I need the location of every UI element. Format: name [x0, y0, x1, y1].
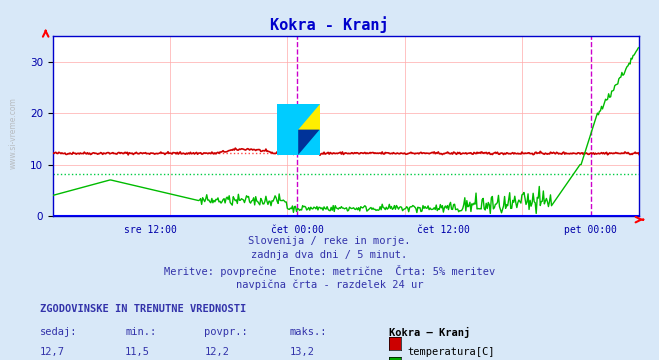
Text: sedaj:: sedaj:: [40, 327, 77, 337]
Text: povpr.:: povpr.:: [204, 327, 248, 337]
Text: Meritve: povprečne  Enote: metrične  Črta: 5% meritev: Meritve: povprečne Enote: metrične Črta:…: [164, 265, 495, 276]
Text: pet 00:00: pet 00:00: [564, 225, 617, 235]
Text: maks.:: maks.:: [290, 327, 328, 337]
Text: 12,2: 12,2: [204, 347, 229, 357]
Text: 13,2: 13,2: [290, 347, 315, 357]
Text: Kokra – Kranj: Kokra – Kranj: [389, 327, 470, 338]
Text: navpična črta - razdelek 24 ur: navpična črta - razdelek 24 ur: [236, 279, 423, 289]
Text: min.:: min.:: [125, 327, 156, 337]
Text: www.si-vreme.com: www.si-vreme.com: [9, 97, 18, 169]
Text: čet 12:00: čet 12:00: [418, 225, 471, 235]
Text: 12,7: 12,7: [40, 347, 65, 357]
Text: 11,5: 11,5: [125, 347, 150, 357]
Text: ZGODOVINSKE IN TRENUTNE VREDNOSTI: ZGODOVINSKE IN TRENUTNE VREDNOSTI: [40, 304, 246, 314]
Text: zadnja dva dni / 5 minut.: zadnja dva dni / 5 minut.: [251, 250, 408, 260]
Text: temperatura[C]: temperatura[C]: [407, 347, 495, 357]
Polygon shape: [298, 130, 320, 155]
Polygon shape: [298, 104, 320, 130]
Text: Kokra - Kranj: Kokra - Kranj: [270, 16, 389, 33]
Text: sre 12:00: sre 12:00: [125, 225, 177, 235]
Text: čet 00:00: čet 00:00: [271, 225, 324, 235]
Text: Slovenija / reke in morje.: Slovenija / reke in morje.: [248, 236, 411, 246]
